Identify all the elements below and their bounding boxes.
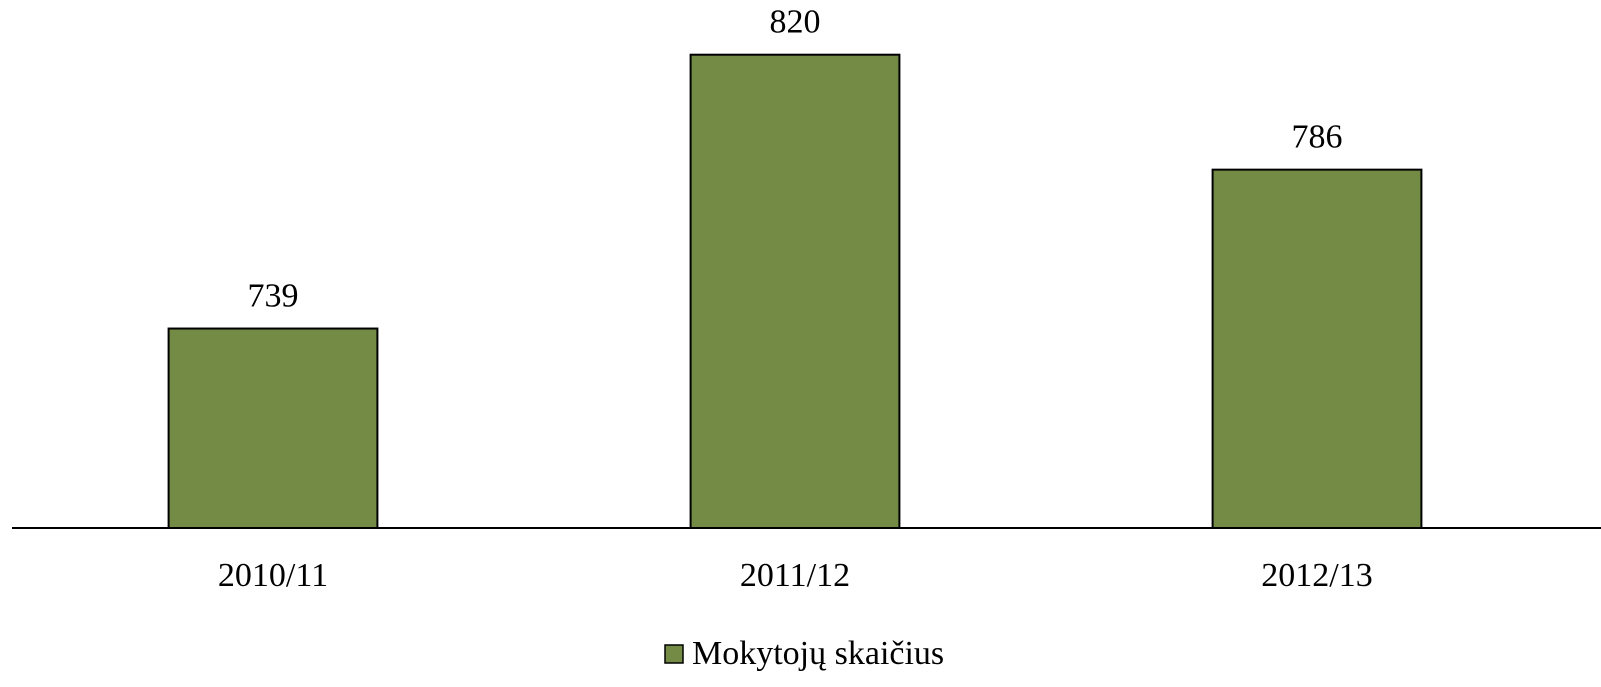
bar — [1211, 168, 1423, 529]
data-label: 820 — [770, 4, 821, 41]
x-tick-label: 2010/11 — [218, 557, 328, 594]
x-tick-label: 2012/13 — [1261, 557, 1372, 594]
data-label: 786 — [1292, 118, 1343, 155]
data-label: 739 — [248, 277, 299, 314]
bar — [689, 53, 901, 529]
x-tick-label: 2011/12 — [740, 557, 850, 594]
legend-label: Mokytojų skaičius — [692, 635, 944, 672]
bar — [167, 327, 379, 529]
legend-swatch — [664, 644, 684, 664]
